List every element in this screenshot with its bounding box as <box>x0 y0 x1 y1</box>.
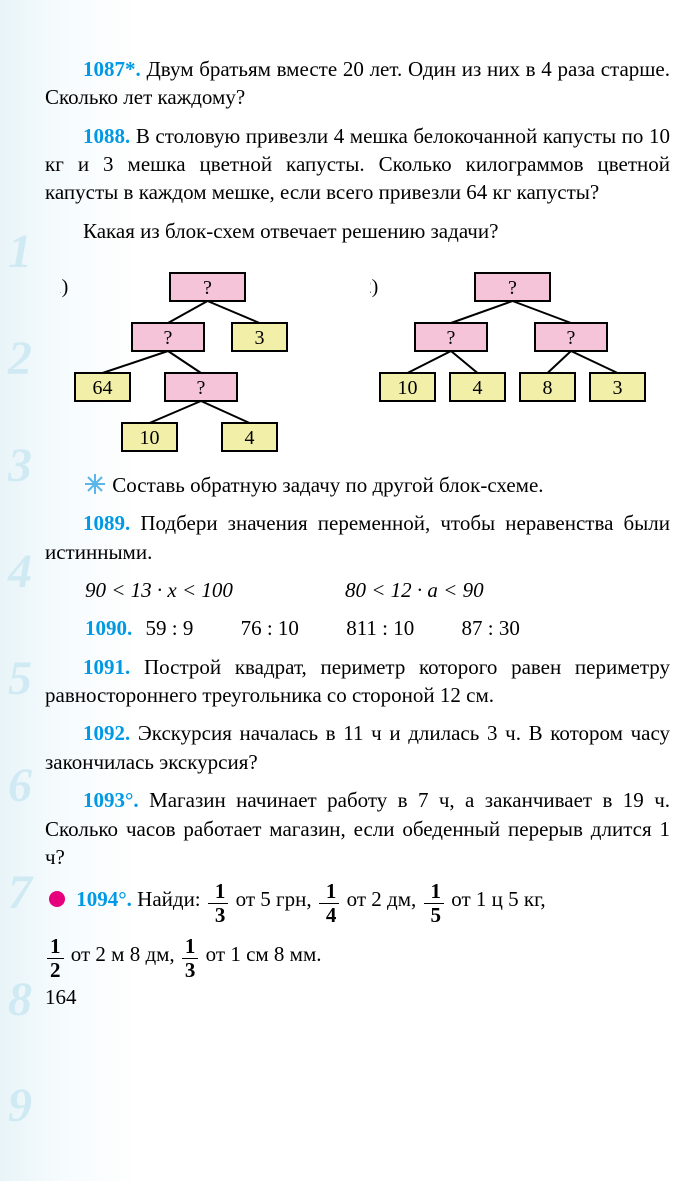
side-num: 9 <box>5 1074 35 1139</box>
problem-1088: 1088. В столовую привезли 4 мешка белоко… <box>45 122 670 207</box>
problem-1091: 1091. Построй квадрат, периметр которого… <box>45 653 670 710</box>
calc-item: 87 : 30 <box>462 616 520 640</box>
svg-text:?: ? <box>567 327 576 349</box>
side-num: 7 <box>5 861 35 926</box>
svg-text:10: 10 <box>140 427 160 449</box>
inequalities: 90 < 13 · x < 100 80 < 12 · a < 90 <box>45 576 670 604</box>
block-diagrams: 1)?? 3 64? 10 4 2)??? 10 4 8 3 <box>45 255 670 455</box>
problem-1087: 1087*. Двум братьям вместе 20 лет. Один … <box>45 55 670 112</box>
side-num: 1 <box>5 220 35 285</box>
side-margin-numbers: 1 2 3 4 5 6 7 8 9 <box>5 220 35 1181</box>
svg-text:2): 2) <box>370 276 378 298</box>
svg-text:?: ? <box>447 327 456 349</box>
problem-text: В столовую привезли 4 мешка белокочанной… <box>45 124 670 205</box>
side-num: 8 <box>5 968 35 1033</box>
problem-number: 1090. <box>85 616 132 640</box>
problem-text: Построй квадрат, периметр которого равен… <box>45 655 670 707</box>
problem-text: Экскурсия началась в 11 ч и длилась 3 ч.… <box>45 721 670 773</box>
frac-of: от 2 м 8 дм, <box>66 942 180 966</box>
problem-1088-question: Какая из блок-схем отвечает решению зада… <box>45 217 670 245</box>
svg-text:?: ? <box>164 327 173 349</box>
problem-lead: Найди: <box>137 887 200 911</box>
svg-text:?: ? <box>203 277 212 299</box>
inequality-1: 90 < 13 · x < 100 <box>85 576 345 604</box>
frac-of: от 2 дм, <box>341 887 421 911</box>
problem-number: 1089. <box>83 511 130 535</box>
inequality-2: 80 < 12 · a < 90 <box>345 576 484 604</box>
calc-item: 59 : 9 <box>146 616 194 640</box>
frac-of: от 1 ц 5 кг, <box>446 887 546 911</box>
svg-text:?: ? <box>508 277 517 299</box>
problem-text: Магазин начинает работу в 7 ч, а заканчи… <box>45 788 670 869</box>
snowflake-task: Составь обратную задачу по другой блок-с… <box>45 471 670 499</box>
problem-number: 1088. <box>83 124 130 148</box>
pink-dot-icon <box>49 891 65 907</box>
calc-item: 811 : 10 <box>346 616 414 640</box>
fraction: 14 <box>319 881 340 926</box>
diagram-2: 2)??? 10 4 8 3 <box>370 255 660 455</box>
svg-text:?: ? <box>197 377 206 399</box>
svg-text:3: 3 <box>613 377 623 399</box>
problem-1094-line2: 12 от 2 м 8 дм, 13 от 1 см 8 мм. <box>45 936 670 981</box>
diagram-1: 1)?? 3 64? 10 4 <box>60 255 310 455</box>
svg-text:4: 4 <box>245 427 255 449</box>
svg-text:3: 3 <box>255 327 265 349</box>
svg-text:64: 64 <box>93 377 113 399</box>
problem-1093: 1093°. Магазин начинает работу в 7 ч, а … <box>45 786 670 871</box>
fraction: 12 <box>47 936 64 981</box>
side-num: 5 <box>5 647 35 712</box>
fraction: 13 <box>182 936 199 981</box>
problem-text: Подбери значения переменной, чтобы нерав… <box>45 511 670 563</box>
problem-1094: 1094°. Найди: 13 от 5 грн, 14 от 2 дм, 1… <box>45 881 670 926</box>
problem-1090: 1090. 59 : 9 76 : 10 811 : 10 87 : 30 <box>45 614 670 642</box>
side-num: 3 <box>5 434 35 499</box>
side-num: 6 <box>5 754 35 819</box>
task-text: Составь обратную задачу по другой блок-с… <box>112 473 543 497</box>
problem-number: 1092. <box>83 721 130 745</box>
svg-text:1): 1) <box>60 276 68 298</box>
calc-item: 76 : 10 <box>241 616 299 640</box>
problem-number: 1094°. <box>76 887 132 911</box>
side-num: 4 <box>5 540 35 605</box>
page-number: 164 <box>45 983 77 1011</box>
problem-number: 1087*. <box>83 57 141 81</box>
frac-of: от 5 грн, <box>230 887 317 911</box>
frac-of: от 1 см 8 мм. <box>200 942 321 966</box>
problem-1089: 1089. Подбери значения переменной, чтобы… <box>45 509 670 566</box>
problem-1092: 1092. Экскурсия началась в 11 ч и длилас… <box>45 719 670 776</box>
svg-text:8: 8 <box>543 377 553 399</box>
svg-text:10: 10 <box>398 377 418 399</box>
side-num: 2 <box>5 327 35 392</box>
problem-number: 1093°. <box>83 788 139 812</box>
fraction: 15 <box>424 881 445 926</box>
fraction: 13 <box>208 881 229 926</box>
snowflake-icon <box>83 472 107 496</box>
svg-text:4: 4 <box>473 377 483 399</box>
problem-number: 1091. <box>83 655 130 679</box>
